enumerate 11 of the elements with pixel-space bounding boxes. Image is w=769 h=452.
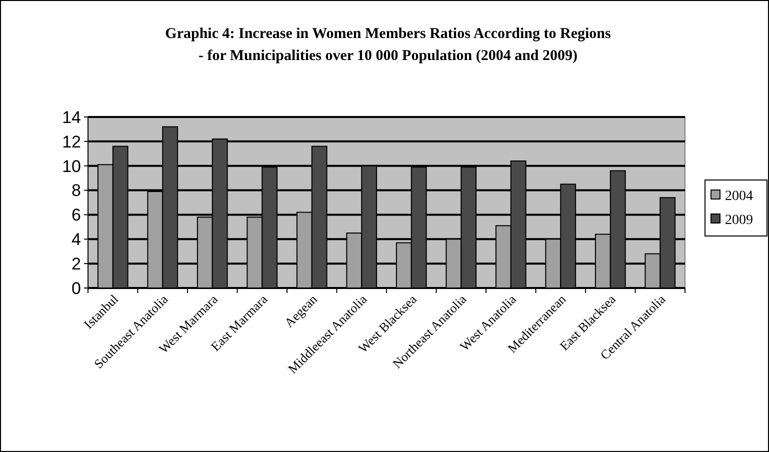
y-tick-label: 4 [72, 230, 81, 250]
y-tick-label: 2 [72, 254, 81, 274]
y-tick-label: 14 [62, 108, 81, 127]
legend-label: 2004 [725, 188, 753, 204]
y-tick-label: 8 [72, 181, 81, 200]
y-tick-label: 12 [62, 132, 81, 152]
y-tick-label: 10 [62, 156, 81, 176]
y-tick-label: 6 [72, 206, 81, 225]
y-tick-label: 0 [72, 278, 81, 298]
chart-title: Graphic 4: Increase in Women Members Ratios According to Regions - for Municipalities over 10 000 Population (2004 and 2009) [165, 26, 611, 64]
legend-label: 2009 [725, 212, 753, 228]
